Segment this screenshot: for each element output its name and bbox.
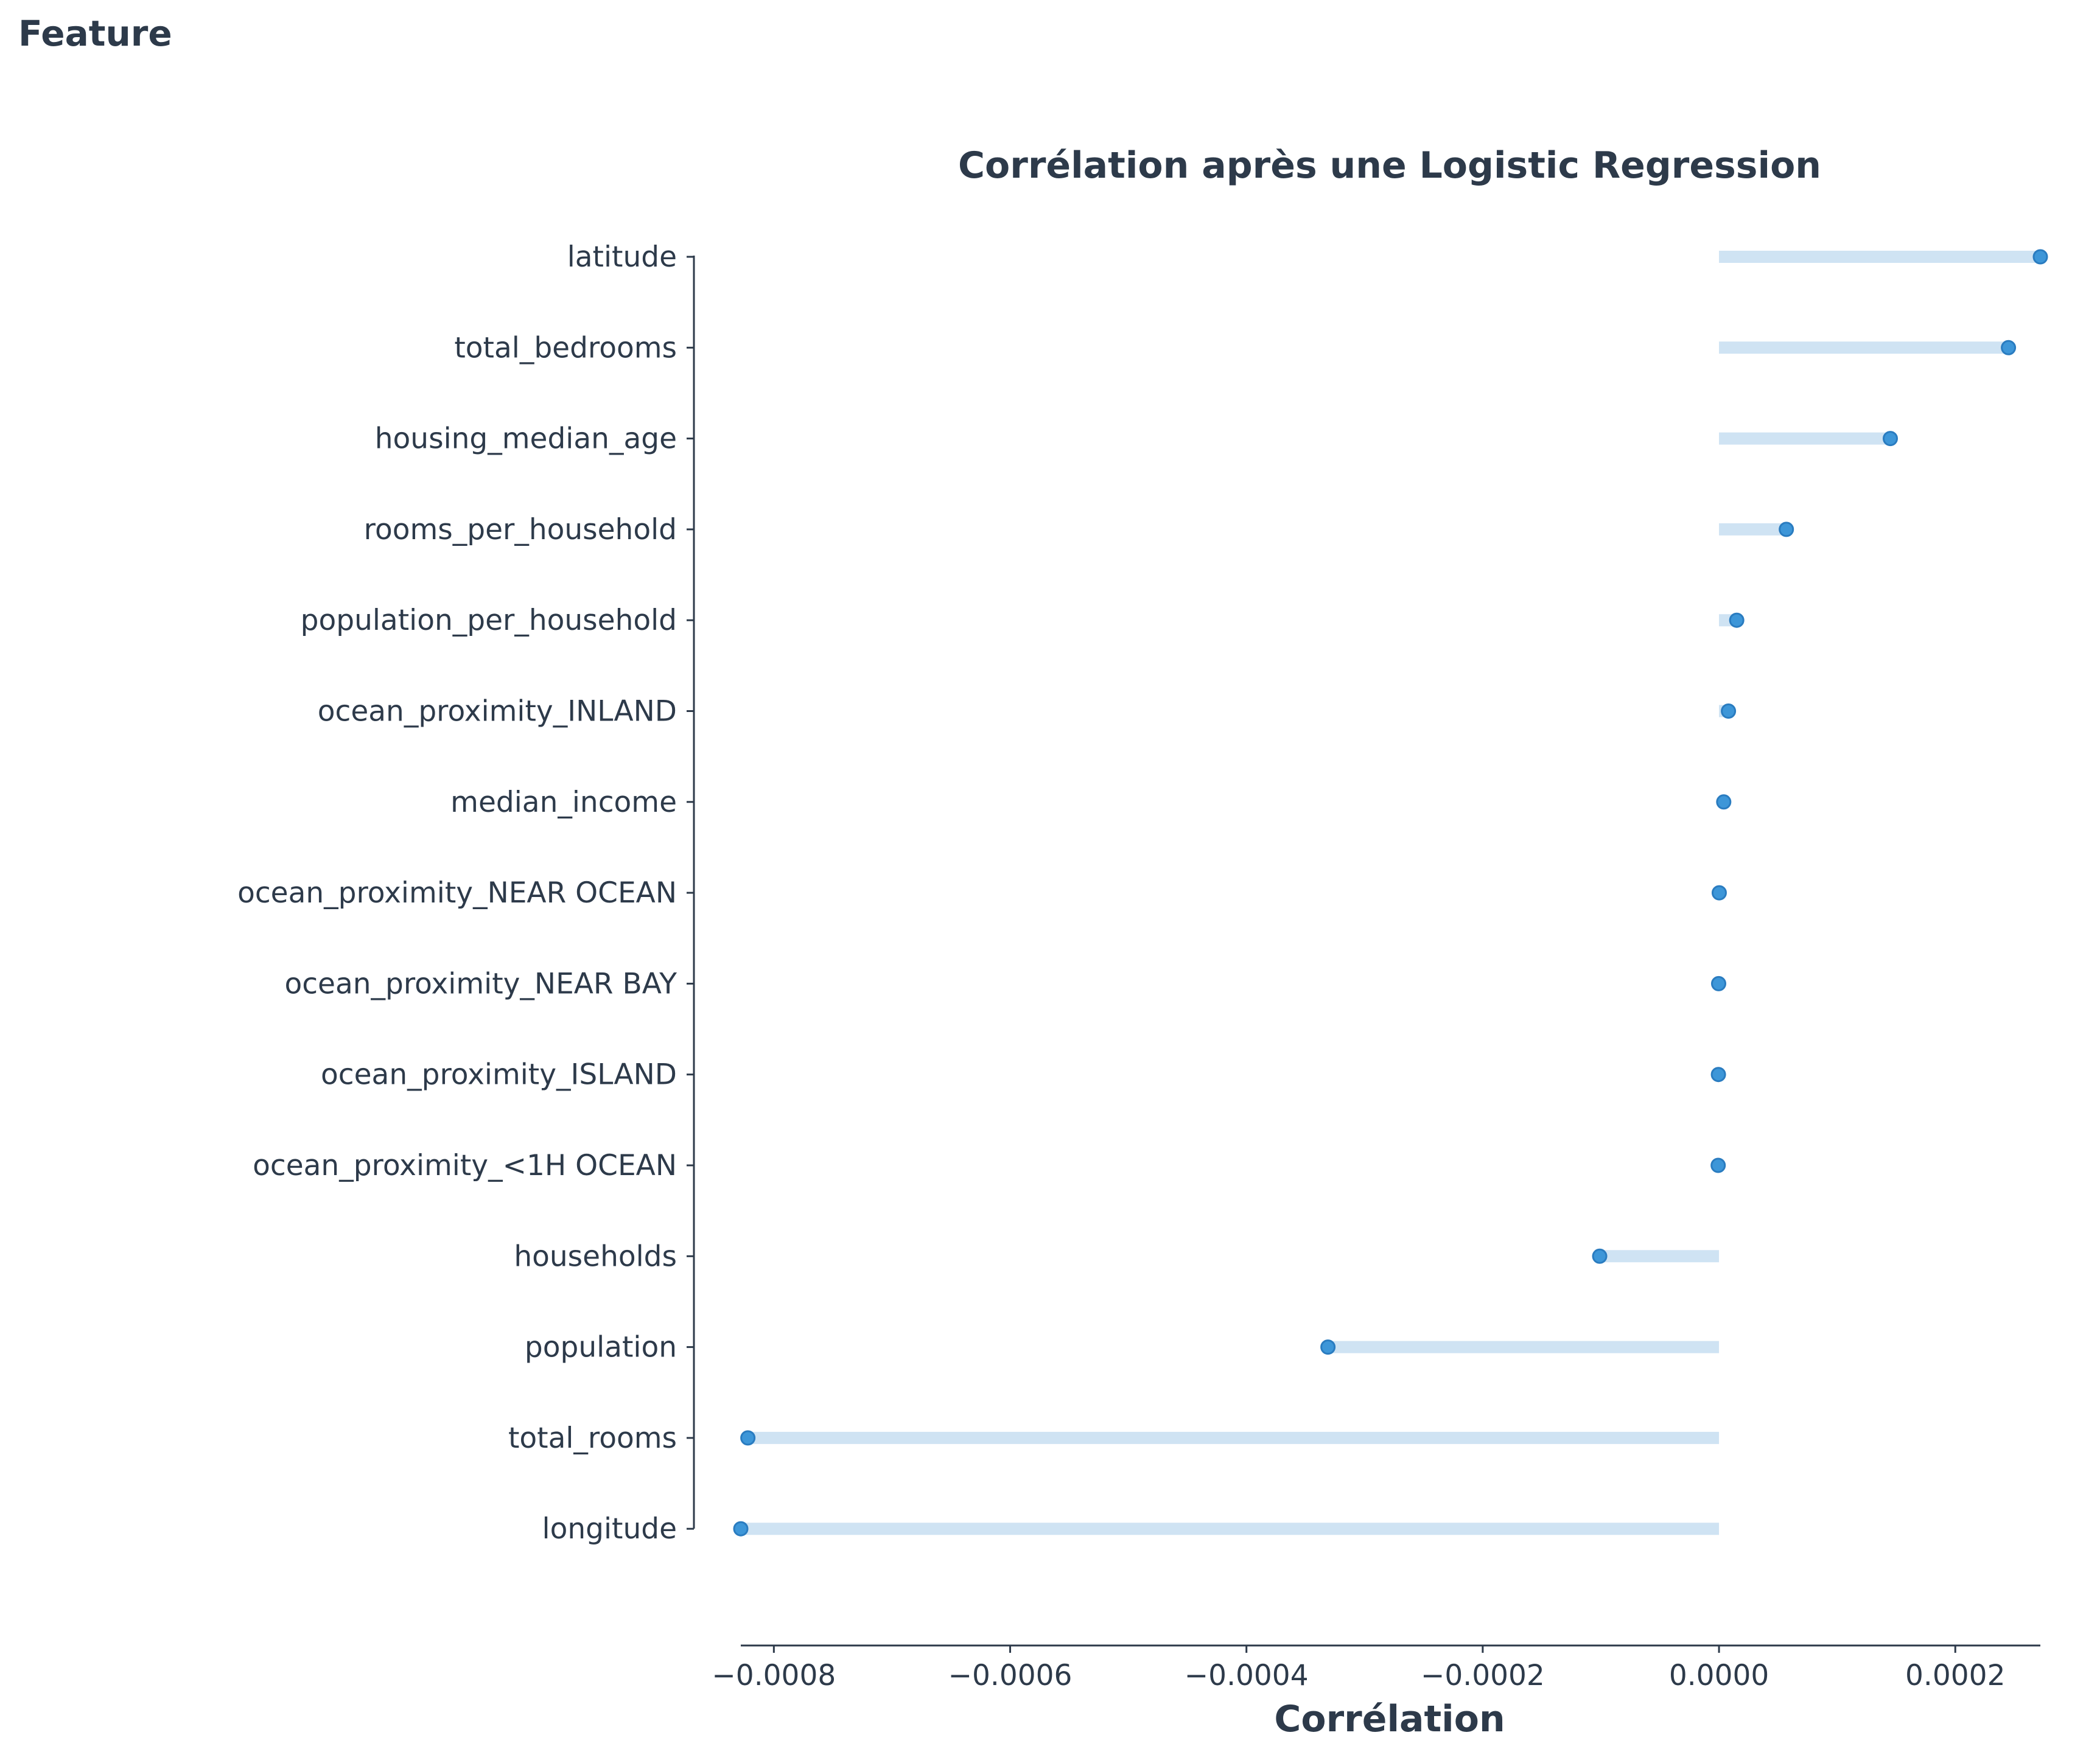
- y-tick-label-households: households: [514, 1240, 677, 1273]
- y-tick-label-ocean-proximity-inland: ocean_proximity_INLAND: [318, 695, 677, 728]
- y-tick-label-ocean-proximity-near-ocean: ocean_proximity_NEAR OCEAN: [237, 876, 677, 910]
- y-tick-label-population: population: [525, 1331, 677, 1364]
- marker-latitude: [2032, 249, 2048, 265]
- marker-longitude: [733, 1521, 749, 1537]
- y-tick-label-housing-median-age: housing_median_age: [375, 422, 677, 456]
- x-ticks-group: −0.0008 −0.0006 −0.0004 −0.0002 0.0000 0.0002: [712, 1646, 2005, 1692]
- x-tick-label-4: 0.0000: [1669, 1659, 1769, 1692]
- marker-housing-median-age: [1883, 431, 1899, 447]
- x-axis-title: Corrélation: [1274, 1698, 1505, 1738]
- marker-ocean-proximity-near-bay: [1710, 975, 1726, 991]
- marker-ocean-proximity-island: [1710, 1067, 1726, 1083]
- y-tick-label-median-income: median_income: [450, 786, 677, 819]
- x-tick-label-0: −0.0008: [712, 1659, 836, 1692]
- x-tick-label-5: 0.0002: [1905, 1659, 2005, 1692]
- y-tick-label-ocean-proximity-island: ocean_proximity_ISLAND: [321, 1058, 677, 1092]
- x-tick-label-2: −0.0004: [1185, 1659, 1309, 1692]
- marker-total-bedrooms: [2001, 340, 2017, 355]
- marker-population-per-household: [1729, 612, 1745, 628]
- chart-title: Corrélation après une Logistic Regressio…: [958, 144, 1821, 187]
- y-tick-label-longitude: longitude: [542, 1512, 677, 1546]
- marker-population: [1320, 1339, 1336, 1355]
- marker-ocean-proximity-inland: [1721, 703, 1737, 719]
- y-tick-label-latitude: latitude: [567, 240, 677, 274]
- y-tick-label-rooms-per-household: rooms_per_household: [364, 513, 677, 546]
- y-tick-label-total-rooms: total_rooms: [508, 1422, 677, 1455]
- marker-ocean-proximity-1h-ocean: [1710, 1157, 1726, 1173]
- marker-rooms-per-household: [1779, 522, 1794, 537]
- y-tick-label-total-bedrooms: total_bedrooms: [454, 331, 677, 365]
- y-tick-label-ocean-proximity-1h-ocean: ocean_proximity_<1H OCEAN: [253, 1149, 677, 1182]
- y-tick-label-population-per-household: population_per_household: [301, 604, 677, 637]
- x-tick-label-1: −0.0006: [948, 1659, 1073, 1692]
- y-tick-label-ocean-proximity-near-bay: ocean_proximity_NEAR BAY: [284, 967, 677, 1000]
- stems-group: [741, 251, 2040, 1535]
- marker-total-rooms: [740, 1430, 756, 1446]
- y-ticks-group: latitude total_bedrooms housing_median_age…: [237, 240, 694, 1546]
- marker-median-income: [1716, 794, 1732, 810]
- y-axis-title: Feature: [18, 13, 172, 54]
- marker-households: [1592, 1248, 1608, 1264]
- markers-group: [733, 249, 2048, 1537]
- x-tick-label-3: −0.0002: [1421, 1659, 1545, 1692]
- marker-ocean-proximity-near-ocean: [1711, 885, 1727, 901]
